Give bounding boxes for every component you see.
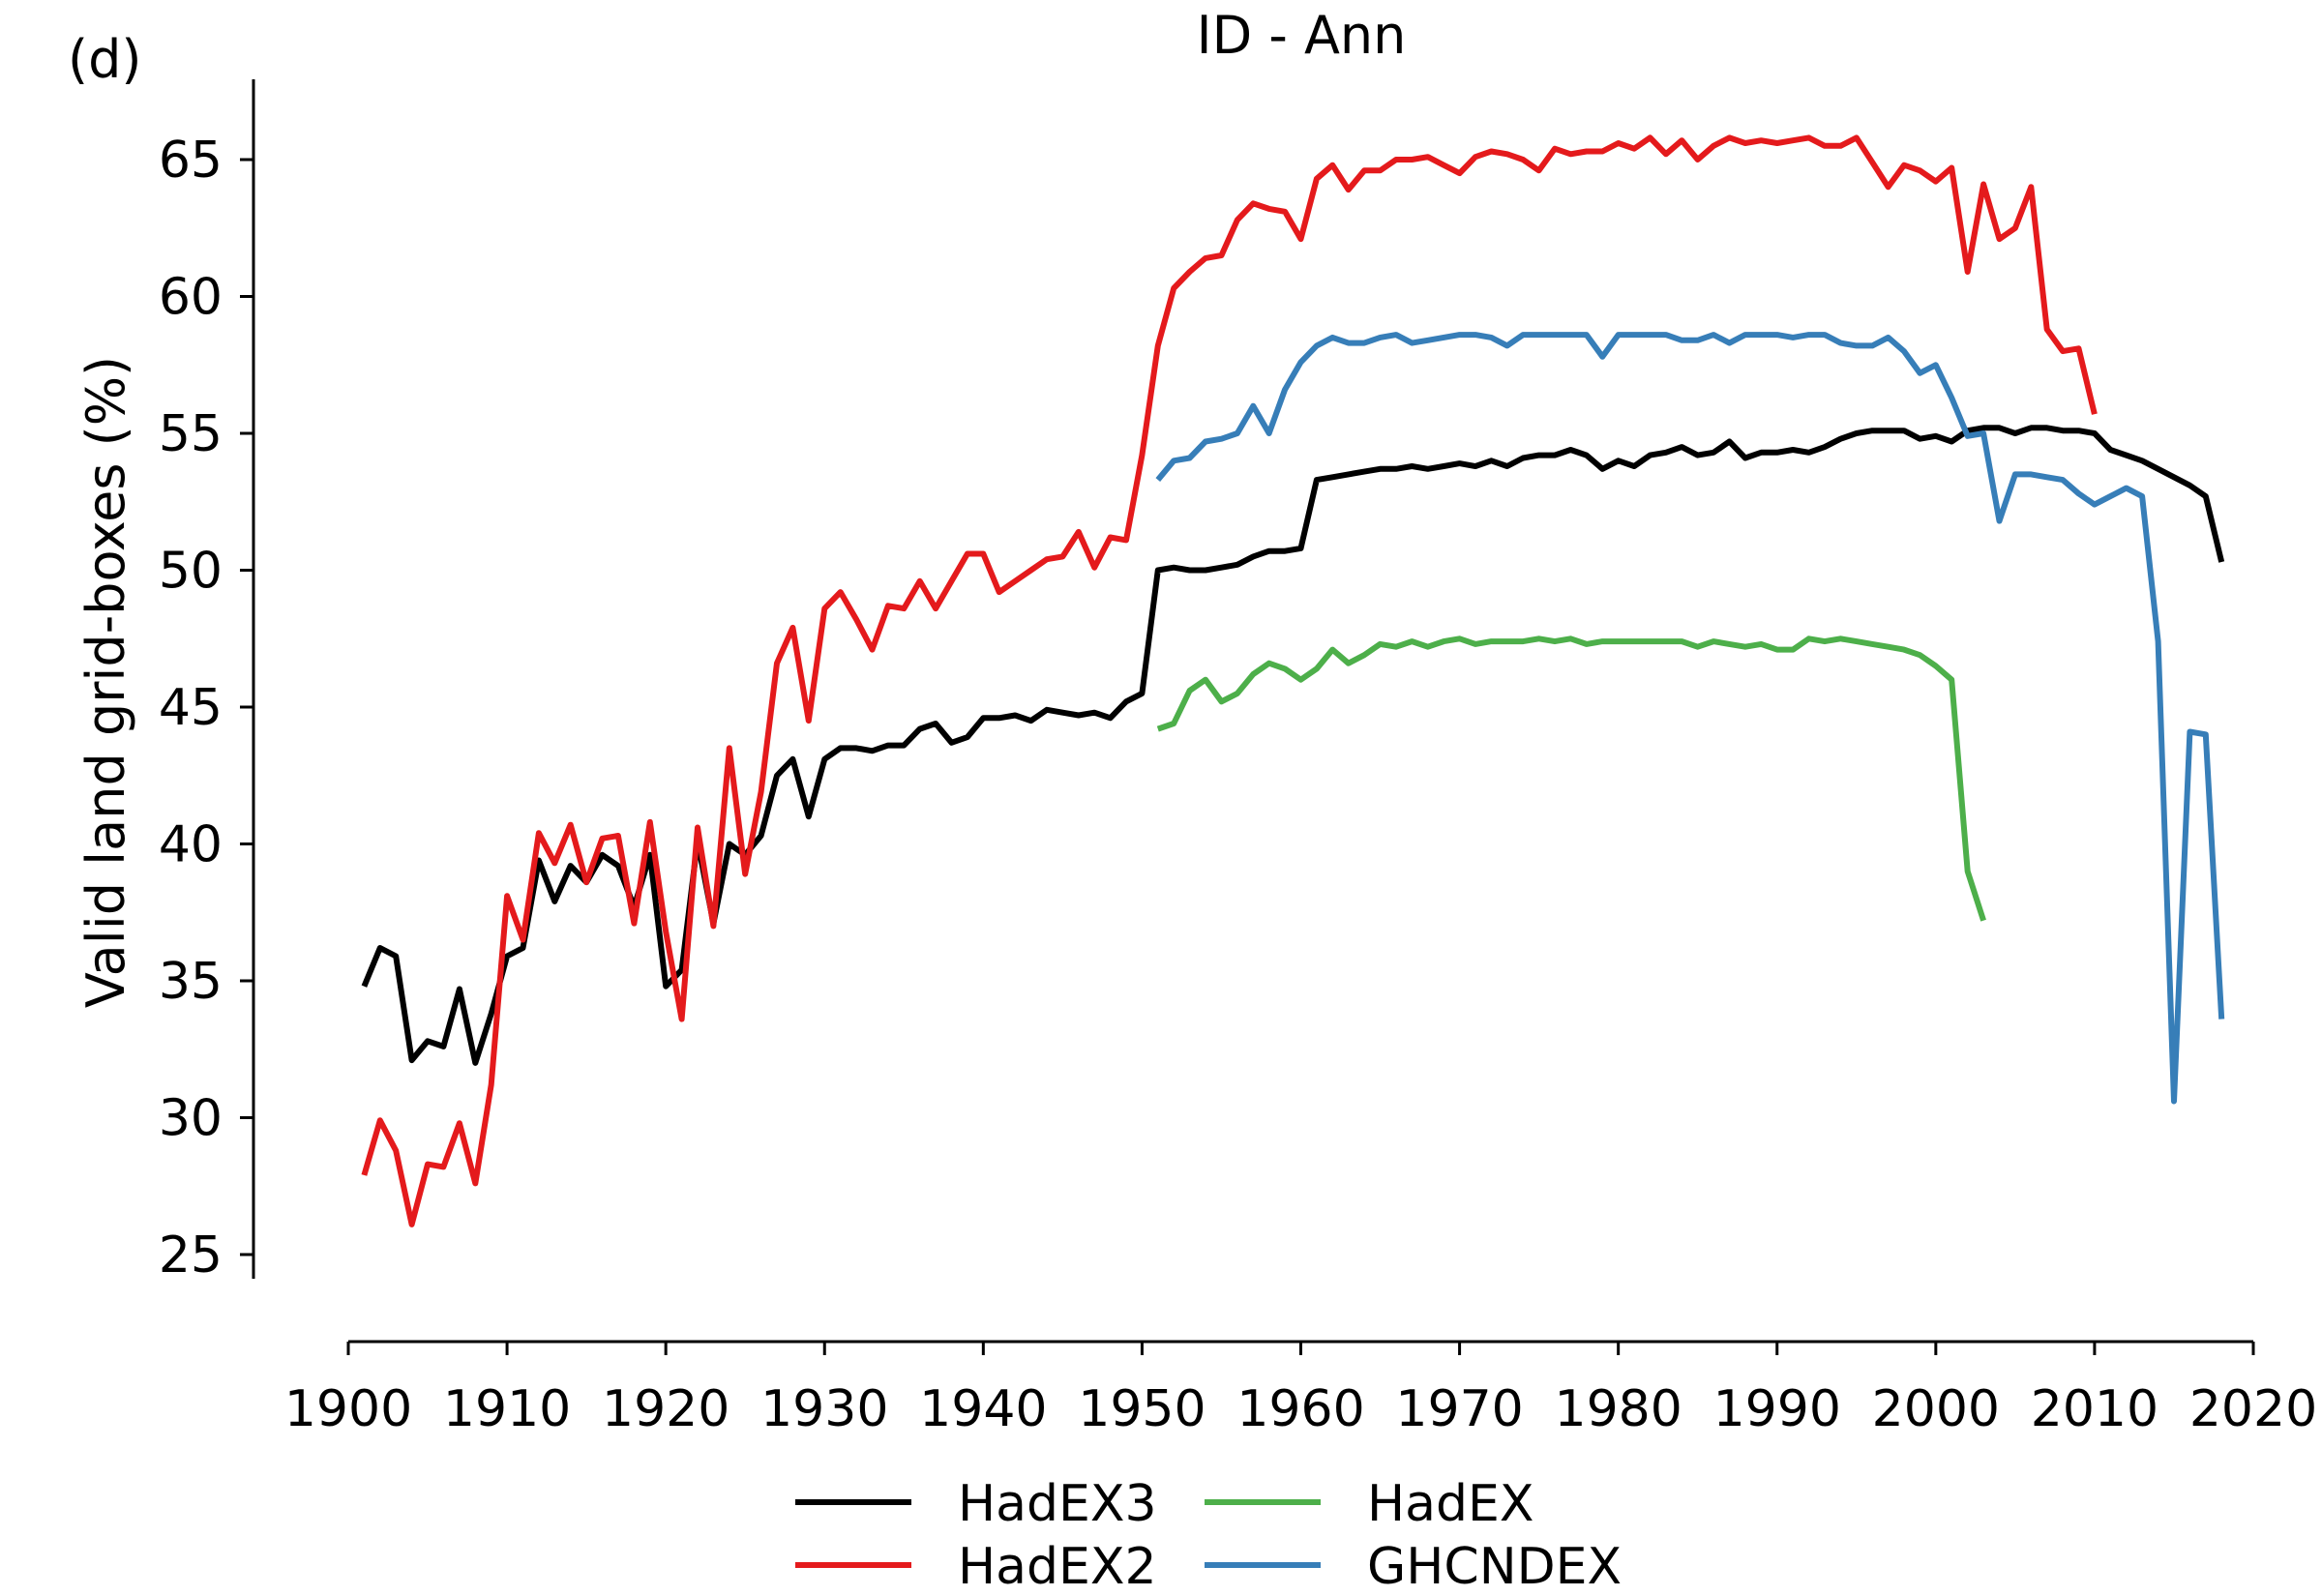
series-line-hadex [1156, 635, 1986, 922]
x-tick-label: 2010 [2031, 1380, 2158, 1438]
y-tick-label: 35 [159, 953, 223, 1011]
x-tick-label: 1930 [760, 1380, 888, 1438]
legend-label-hadex: HadEX [1367, 1475, 1533, 1533]
y-tick-label: 55 [159, 405, 223, 463]
series-line-hadex2 [361, 134, 2098, 1227]
x-tick-label: 2000 [1872, 1380, 2000, 1438]
x-tick-label: 1990 [1713, 1380, 1841, 1438]
legend-label-hadex2: HadEX2 [958, 1538, 1157, 1596]
panel-label: (d) [68, 29, 141, 90]
chart-title: ID - Ann [1197, 5, 1407, 66]
legend-label-ghcndex: GHCNDEX [1367, 1538, 1622, 1596]
legend-label-hadex3: HadEX3 [958, 1475, 1157, 1533]
x-tick-label: 1900 [284, 1380, 412, 1438]
y-axis-ticks: 25 30 35 40 45 50 55 60 65 [159, 132, 253, 1285]
legend: HadEX3 HadEX2 HadEX GHCNDEX [795, 1475, 1622, 1596]
x-tick-label: 2020 [2189, 1380, 2317, 1438]
x-tick-label: 1920 [602, 1380, 729, 1438]
x-tick-label: 1940 [919, 1380, 1047, 1438]
y-tick-label: 50 [159, 543, 223, 601]
x-tick-label: 1950 [1078, 1380, 1206, 1438]
x-tick-label: 1910 [443, 1380, 571, 1438]
x-tick-label: 1980 [1554, 1380, 1682, 1438]
y-tick-label: 40 [159, 816, 223, 874]
y-tick-label: 30 [159, 1090, 223, 1148]
y-axis-label: Valid land grid-boxes (%) [75, 356, 136, 1008]
y-tick-label: 25 [159, 1227, 223, 1285]
y-tick-label: 45 [159, 679, 223, 737]
series-line-hadex3 [361, 425, 2225, 1066]
series-line-ghcndex [1155, 332, 2225, 1105]
x-tick-label: 1960 [1236, 1380, 1364, 1438]
x-tick-label: 1970 [1395, 1380, 1523, 1438]
y-tick-label: 65 [159, 132, 223, 190]
x-axis-ticks: 1900 1910 1920 1930 1940 1950 1960 1970 1980 1990… [284, 1342, 2317, 1438]
plot-area [361, 134, 2225, 1227]
y-tick-label: 60 [159, 269, 223, 327]
